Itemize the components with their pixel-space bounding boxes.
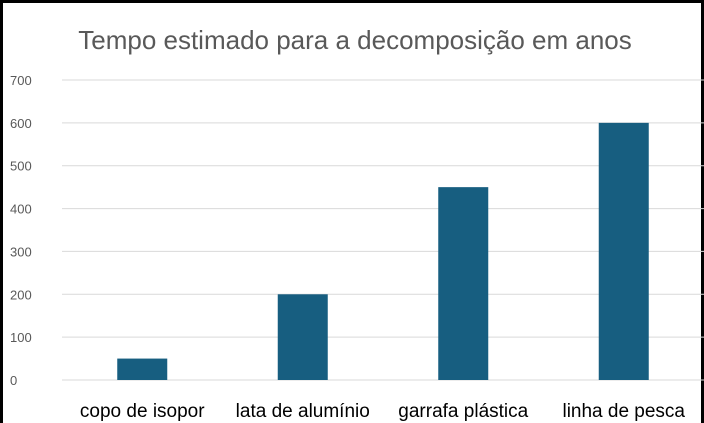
y-axis-ticks: 0 100 200 300 400 500 600 700 [10, 73, 32, 388]
y-tick-label: 400 [10, 202, 32, 217]
x-category-label: lata de alumínio [236, 401, 370, 422]
x-category-label: linha de pesca [562, 401, 685, 422]
y-tick-label: 500 [10, 159, 32, 174]
bars [117, 122, 649, 380]
y-tick-label: 200 [10, 287, 32, 302]
y-tick-label: 600 [10, 116, 32, 131]
x-category-label: copo de isopor [80, 401, 205, 422]
x-category-label: garrafa plástica [398, 401, 528, 422]
bar-2 [277, 294, 328, 380]
chart-title: Tempo estimado para a decomposição em an… [78, 25, 632, 55]
bar-3 [438, 187, 489, 380]
x-axis-labels: copo de isopor lata de alumínio garrafa pl… [80, 401, 686, 422]
y-tick-label: 100 [10, 330, 32, 345]
bar-1 [117, 358, 168, 380]
y-tick-label: 300 [10, 244, 32, 259]
gridlines [62, 79, 704, 381]
bar-4 [598, 122, 649, 380]
y-tick-label: 0 [10, 373, 17, 388]
y-tick-label: 700 [10, 73, 32, 88]
